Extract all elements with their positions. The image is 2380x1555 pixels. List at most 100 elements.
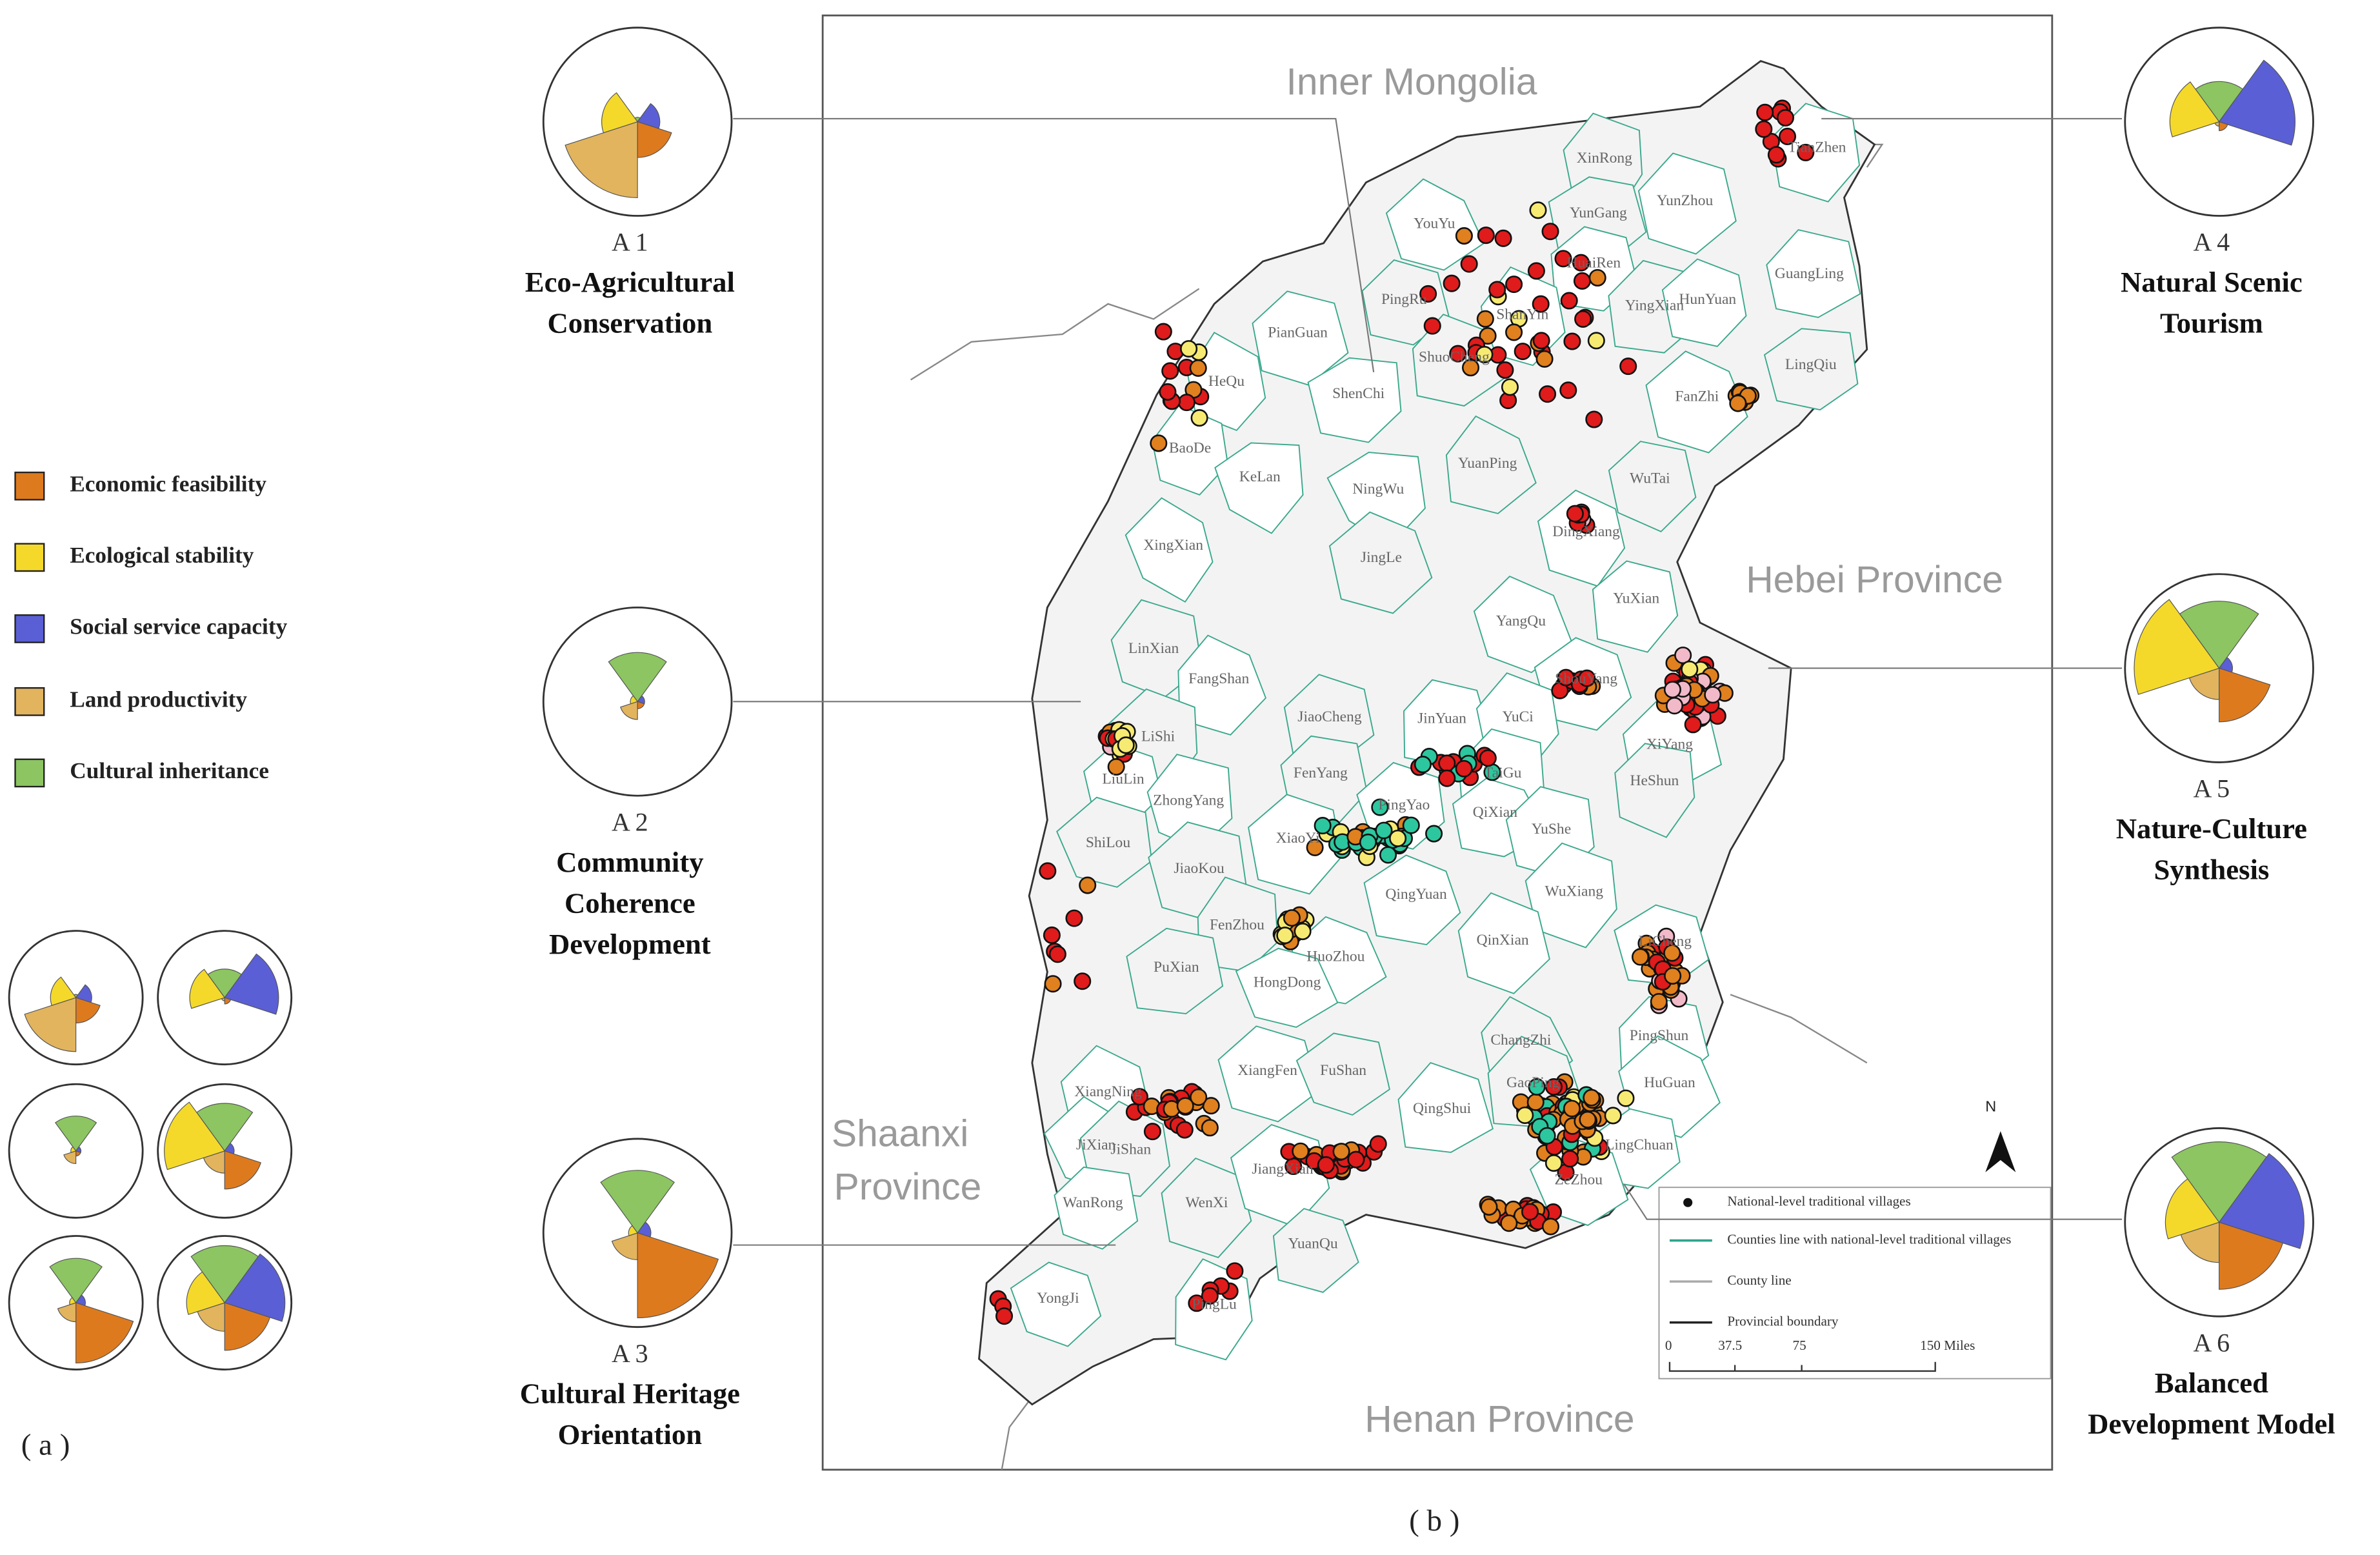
county-label: XiYang bbox=[1646, 736, 1693, 752]
county-label: NingWu bbox=[1352, 481, 1404, 497]
village-dot bbox=[1371, 798, 1389, 816]
rose-petal bbox=[196, 1103, 254, 1152]
rose-petal bbox=[2134, 599, 2220, 696]
village-dot bbox=[1389, 829, 1407, 847]
county-label: HeShun bbox=[1630, 772, 1679, 789]
mode-name: Tourism bbox=[2160, 307, 2263, 339]
village-dot bbox=[1563, 1099, 1581, 1118]
county-label: JiaoKou bbox=[1174, 860, 1225, 877]
scale-label: 75 bbox=[1793, 1338, 1806, 1353]
county-line bbox=[1525, 842, 1617, 948]
village-dot bbox=[1332, 1143, 1350, 1161]
mode-id: A 6 bbox=[2194, 1328, 2230, 1357]
county-label: ZeZhou bbox=[1555, 1172, 1603, 1189]
mode-id: A 1 bbox=[612, 228, 648, 257]
province-border bbox=[910, 288, 1200, 381]
north-label: N bbox=[1985, 1098, 1996, 1115]
rose-petal bbox=[164, 1101, 226, 1170]
legend-text: Counties line with national-level tradit… bbox=[1727, 1231, 2011, 1247]
county-label: YuCi bbox=[1502, 708, 1534, 725]
county-label: LiShi bbox=[1141, 728, 1175, 745]
village-dot bbox=[1526, 1093, 1545, 1111]
village-dot bbox=[1778, 127, 1797, 145]
county-label: FangShan bbox=[1188, 670, 1249, 687]
legend-swatch bbox=[14, 543, 45, 572]
county-label: WenXi bbox=[1185, 1194, 1228, 1211]
village-dot bbox=[1150, 434, 1168, 452]
county-label: PingYao bbox=[1378, 796, 1430, 813]
village-dot bbox=[1369, 1135, 1387, 1153]
village-dot bbox=[1449, 345, 1467, 363]
county-line bbox=[1457, 892, 1550, 994]
county-label: FuShan bbox=[1320, 1062, 1366, 1079]
county-line bbox=[1010, 1261, 1102, 1347]
village-dot bbox=[1043, 926, 1061, 944]
county-line bbox=[1363, 854, 1461, 946]
mode-id: A 5 bbox=[2194, 774, 2230, 803]
rose-petal bbox=[224, 1302, 271, 1351]
map: XinRong TianZhen YouYu YunGang YunZhou HuaiRe… bbox=[821, 14, 2054, 1471]
village-dot bbox=[1496, 361, 1514, 379]
village-dot bbox=[1585, 410, 1603, 428]
scale-label: 37.5 bbox=[1718, 1338, 1742, 1353]
villages bbox=[989, 99, 1815, 1325]
rose-petal bbox=[637, 103, 661, 130]
county-line bbox=[1307, 357, 1402, 443]
rose-petal bbox=[2180, 1221, 2220, 1263]
county-label: FenZhou bbox=[1210, 916, 1265, 933]
village-dot bbox=[1663, 944, 1681, 962]
mode-name: Community bbox=[556, 846, 703, 878]
village-dot bbox=[1560, 292, 1578, 310]
village-dot bbox=[1048, 945, 1066, 963]
village-dot bbox=[1545, 1154, 1563, 1172]
legend-swatch bbox=[14, 614, 45, 643]
village-dot bbox=[1767, 146, 1785, 164]
county-label: LiuLin bbox=[1102, 770, 1145, 787]
rose-petal bbox=[70, 1146, 77, 1153]
village-dot bbox=[1583, 1088, 1601, 1107]
county-label: HunYuan bbox=[1679, 291, 1736, 308]
panel-label: ( a ) bbox=[21, 1428, 70, 1461]
village-dot bbox=[1190, 409, 1208, 427]
county-label: YangQu bbox=[1496, 613, 1546, 630]
county-label: QinXian bbox=[1477, 932, 1529, 948]
county-label: PuXian bbox=[1154, 959, 1199, 976]
mode-name: Balanced bbox=[2155, 1367, 2268, 1399]
panel-label: ( b ) bbox=[1409, 1504, 1459, 1538]
county-label: JinYuan bbox=[1417, 710, 1466, 727]
mode-name: Conservation bbox=[548, 307, 713, 339]
legend-label: Ecological stability bbox=[70, 543, 254, 568]
village-dot bbox=[1532, 295, 1550, 313]
county-label: FanZhi bbox=[1675, 388, 1719, 405]
village-dot bbox=[1514, 343, 1532, 361]
village-dot bbox=[1573, 272, 1591, 290]
village-dot bbox=[1528, 1078, 1546, 1096]
county-label: XiaoYi bbox=[1276, 830, 1320, 847]
rose-petal bbox=[2165, 1178, 2220, 1239]
county-label: LinXian bbox=[1128, 640, 1179, 657]
village-dot bbox=[1529, 201, 1547, 219]
village-dot bbox=[1505, 276, 1523, 294]
village-dot bbox=[1532, 332, 1550, 350]
rose-petal bbox=[611, 1232, 638, 1260]
county-line bbox=[1126, 927, 1224, 1015]
village-dot bbox=[1665, 697, 1684, 715]
county-label: YouYu bbox=[1414, 215, 1455, 232]
rose-petal bbox=[224, 1150, 262, 1190]
village-dot bbox=[1039, 862, 1057, 880]
county-label: ShouYang bbox=[1555, 670, 1617, 687]
village-dot bbox=[1107, 758, 1125, 776]
village-dot bbox=[1684, 716, 1702, 734]
village-dot bbox=[1190, 1088, 1208, 1107]
county-line bbox=[1056, 796, 1153, 888]
county-label: ShanYin bbox=[1496, 306, 1548, 323]
county-label: YongJi bbox=[1037, 1290, 1079, 1307]
village-dot bbox=[1443, 274, 1461, 292]
county-label: KeLan bbox=[1239, 468, 1281, 485]
legend-swatch bbox=[14, 758, 45, 788]
rose-petal bbox=[2218, 59, 2295, 146]
village-dot bbox=[1619, 357, 1637, 376]
rose-petal bbox=[49, 1258, 103, 1304]
rose-petal bbox=[186, 1271, 226, 1316]
village-dot bbox=[1283, 909, 1301, 927]
